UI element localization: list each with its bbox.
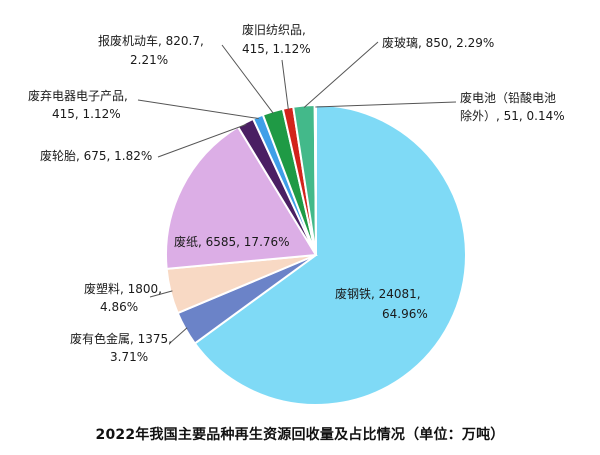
label-battery-line1: 废电池（铅酸电池 [460, 90, 556, 105]
label-textile-line2: 415, 1.12% [242, 42, 311, 56]
label-tire: 废轮胎, 675, 1.82% [40, 148, 152, 163]
label-plastic-line2: 4.86% [100, 300, 138, 314]
label-plastic-line1: 废塑料, 1800, [84, 281, 162, 296]
label-vehicle-line1: 报废机动车, 820.7, [98, 33, 204, 48]
pie-chart: 废钢铁, 24081, 64.96% 废纸, 6585, 17.76% 废有色金… [28, 22, 565, 406]
leader-line-7 [281, 59, 289, 110]
label-ewaste-line1: 废弃电器电子产品, [28, 88, 128, 103]
pie-slice-3 [165, 125, 318, 270]
chart-title: 2022年我国主要品种再生资源回收量及占比情况（单位：万吨） [95, 427, 505, 443]
leader-line-8 [303, 41, 379, 108]
label-nonferrous-line1: 废有色金属, 1375, [70, 331, 172, 346]
label-steel-line1: 废钢铁, 24081, [335, 286, 421, 301]
label-vehicle-line2: 2.21% [130, 53, 168, 67]
label-nonferrous-line2: 3.71% [110, 350, 148, 364]
leader-line-4 [157, 123, 247, 158]
label-battery-line2: 除外）, 51, 0.14% [460, 108, 565, 123]
pie-slice-9 [313, 103, 317, 256]
label-steel-line2: 64.96% [382, 307, 428, 321]
leader-line-6 [221, 44, 274, 114]
label-glass: 废玻璃, 850, 2.29% [382, 35, 494, 50]
label-textile-line1: 废旧纺织品, [242, 22, 306, 37]
label-ewaste-line2: 415, 1.12% [52, 107, 121, 121]
leader-lines [137, 41, 457, 344]
leader-line-9 [315, 101, 457, 108]
label-paper: 废纸, 6585, 17.76% [174, 234, 290, 249]
leader-line-1 [169, 327, 188, 344]
leader-line-2 [149, 290, 173, 298]
pie-slice-0 [193, 103, 467, 406]
pie-slices [165, 103, 467, 406]
leader-line-5 [137, 99, 259, 120]
